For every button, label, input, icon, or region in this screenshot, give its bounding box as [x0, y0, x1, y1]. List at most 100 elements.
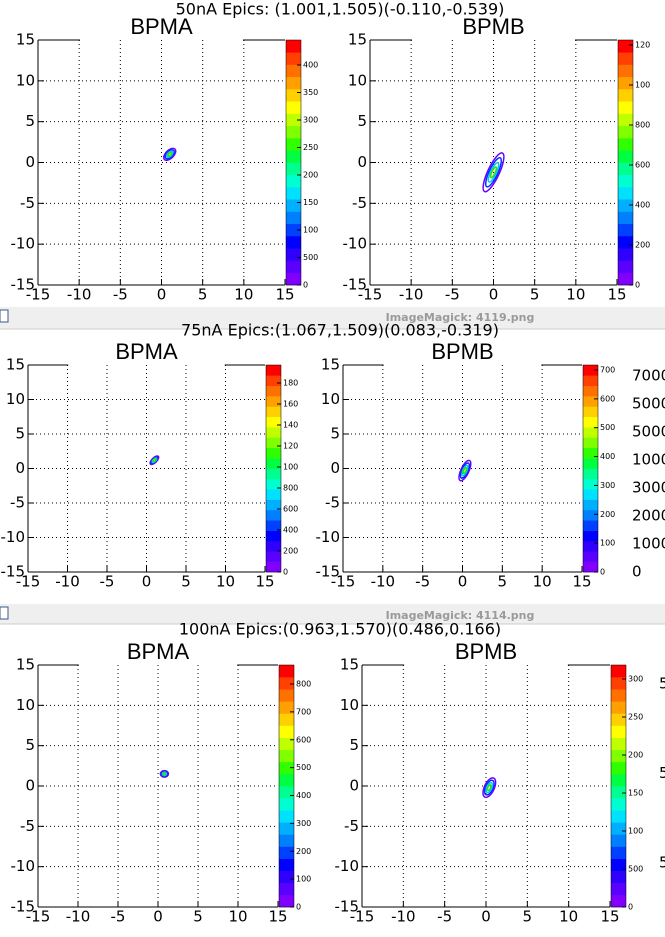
colorbar-band — [286, 162, 301, 176]
y-tick-label: -5 — [325, 494, 340, 512]
colorbar-label: 500 — [628, 865, 643, 874]
plot-title: BPMA — [130, 14, 193, 39]
colorbar-band — [286, 174, 301, 188]
y-tick-label: -15 — [11, 898, 36, 916]
colorbar-band — [266, 385, 281, 397]
colorbar-label: 500 — [296, 763, 311, 772]
y-tick-label: -10 — [335, 857, 360, 875]
colorbar-label: 0 — [635, 281, 640, 290]
window-title: ImageMagick: 4114.png — [386, 609, 535, 622]
plot-title: BPMB — [431, 339, 493, 364]
colorbar-band — [279, 834, 294, 847]
colorbar-band — [279, 810, 294, 823]
x-tick-label: 0 — [153, 908, 163, 926]
colorbar-band — [611, 870, 626, 884]
colorbar-band — [279, 858, 294, 871]
colorbar-band — [618, 40, 633, 53]
y-tick-label: 15 — [6, 356, 25, 374]
y-tick-label: 15 — [16, 656, 35, 674]
y-tick-label: -10 — [11, 857, 36, 875]
x-tick-label: 5 — [193, 908, 203, 926]
colorbar-band — [583, 437, 598, 449]
beam-spot — [163, 147, 177, 162]
colorbar-band — [618, 113, 633, 127]
y-tick-label: 5 — [25, 112, 35, 130]
colorbar-band — [611, 798, 626, 811]
colorbar-band — [583, 396, 598, 407]
colorbar-label: 500 — [600, 423, 615, 432]
partial-label: 2000 — [632, 507, 665, 525]
beam-spot — [165, 150, 174, 159]
beam-spot — [150, 456, 159, 465]
x-tick-label: 5 — [198, 286, 208, 304]
colorbar-band — [279, 737, 294, 750]
colorbar-band — [266, 437, 281, 449]
x-tick-label: -15 — [331, 573, 356, 591]
y-tick-label: -10 — [1, 528, 26, 546]
colorbar-band — [583, 540, 598, 552]
colorbar-band — [618, 199, 633, 212]
colorbar-band — [611, 749, 626, 763]
colorbar-label: 300 — [296, 819, 311, 828]
colorbar-band — [266, 396, 281, 407]
plot-title: BPMB — [462, 14, 524, 39]
colorbar-band — [286, 272, 301, 286]
colorbar-band — [611, 713, 626, 726]
colorbar-band — [286, 223, 301, 237]
colorbar-band — [266, 540, 281, 552]
x-tick-label: -5 — [445, 286, 460, 304]
y-tick-label: 10 — [6, 390, 25, 408]
beam-spot — [167, 151, 173, 157]
y-tick-label: -15 — [11, 276, 36, 294]
plot-title: BPMB — [455, 639, 517, 664]
x-tick-label: 5 — [498, 573, 508, 591]
x-tick-label: 15 — [255, 573, 274, 591]
y-tick-label: -15 — [343, 276, 368, 294]
y-tick-label: 5 — [357, 112, 367, 130]
colorbar-label: 0 — [283, 568, 288, 577]
y-tick-label: -10 — [343, 235, 368, 253]
colorbar-band — [279, 689, 294, 702]
x-tick-label: -5 — [415, 573, 430, 591]
colorbar-label: 100 — [635, 81, 650, 90]
colorbar-label: 800 — [635, 121, 650, 130]
colorbar-band — [618, 211, 633, 225]
colorbar-band — [286, 211, 301, 225]
colorbar-band — [286, 248, 301, 261]
y-tick-label: 10 — [348, 71, 367, 89]
colorbar-label: 700 — [600, 366, 615, 375]
colorbar-band — [611, 858, 626, 871]
colorbar-label: 250 — [303, 143, 318, 152]
colorbar-frame — [582, 364, 599, 573]
beam-spot — [159, 769, 170, 778]
y-tick-label: 10 — [16, 696, 35, 714]
colorbar-label: 100 — [303, 226, 318, 235]
colorbar-band — [618, 101, 633, 114]
colorbar-band — [611, 761, 626, 775]
colorbar-band — [286, 52, 301, 65]
colorbar-band — [618, 150, 633, 163]
y-tick-label: 10 — [16, 71, 35, 89]
colorbar-band — [286, 138, 301, 151]
colorbar-frame — [278, 664, 295, 908]
beam-spot — [482, 777, 497, 799]
colorbar-band — [611, 834, 626, 847]
main-title: 75nA Epics:(1.067,1.509)(0.083,-0.319) — [181, 321, 499, 340]
colorbar-band — [279, 822, 294, 835]
colorbar-band — [266, 468, 281, 480]
colorbar-band — [583, 406, 598, 418]
colorbar-label: 0 — [303, 281, 308, 290]
colorbar-band — [611, 786, 626, 799]
x-tick-label: 10 — [566, 286, 585, 304]
colorbar-label: 300 — [600, 481, 615, 490]
colorbar-band — [266, 520, 281, 531]
colorbar-label: 350 — [303, 88, 318, 97]
beam-spot — [487, 161, 500, 183]
y-tick-label: -10 — [11, 235, 36, 253]
colorbar-label: 0 — [628, 903, 633, 912]
beam-spot — [160, 770, 169, 778]
colorbar-band — [266, 416, 281, 428]
colorbar-band — [583, 530, 598, 542]
main-title: 100nA Epics:(0.963,1.570)(0.486,0.166) — [179, 620, 501, 639]
colorbar-band — [618, 236, 633, 249]
